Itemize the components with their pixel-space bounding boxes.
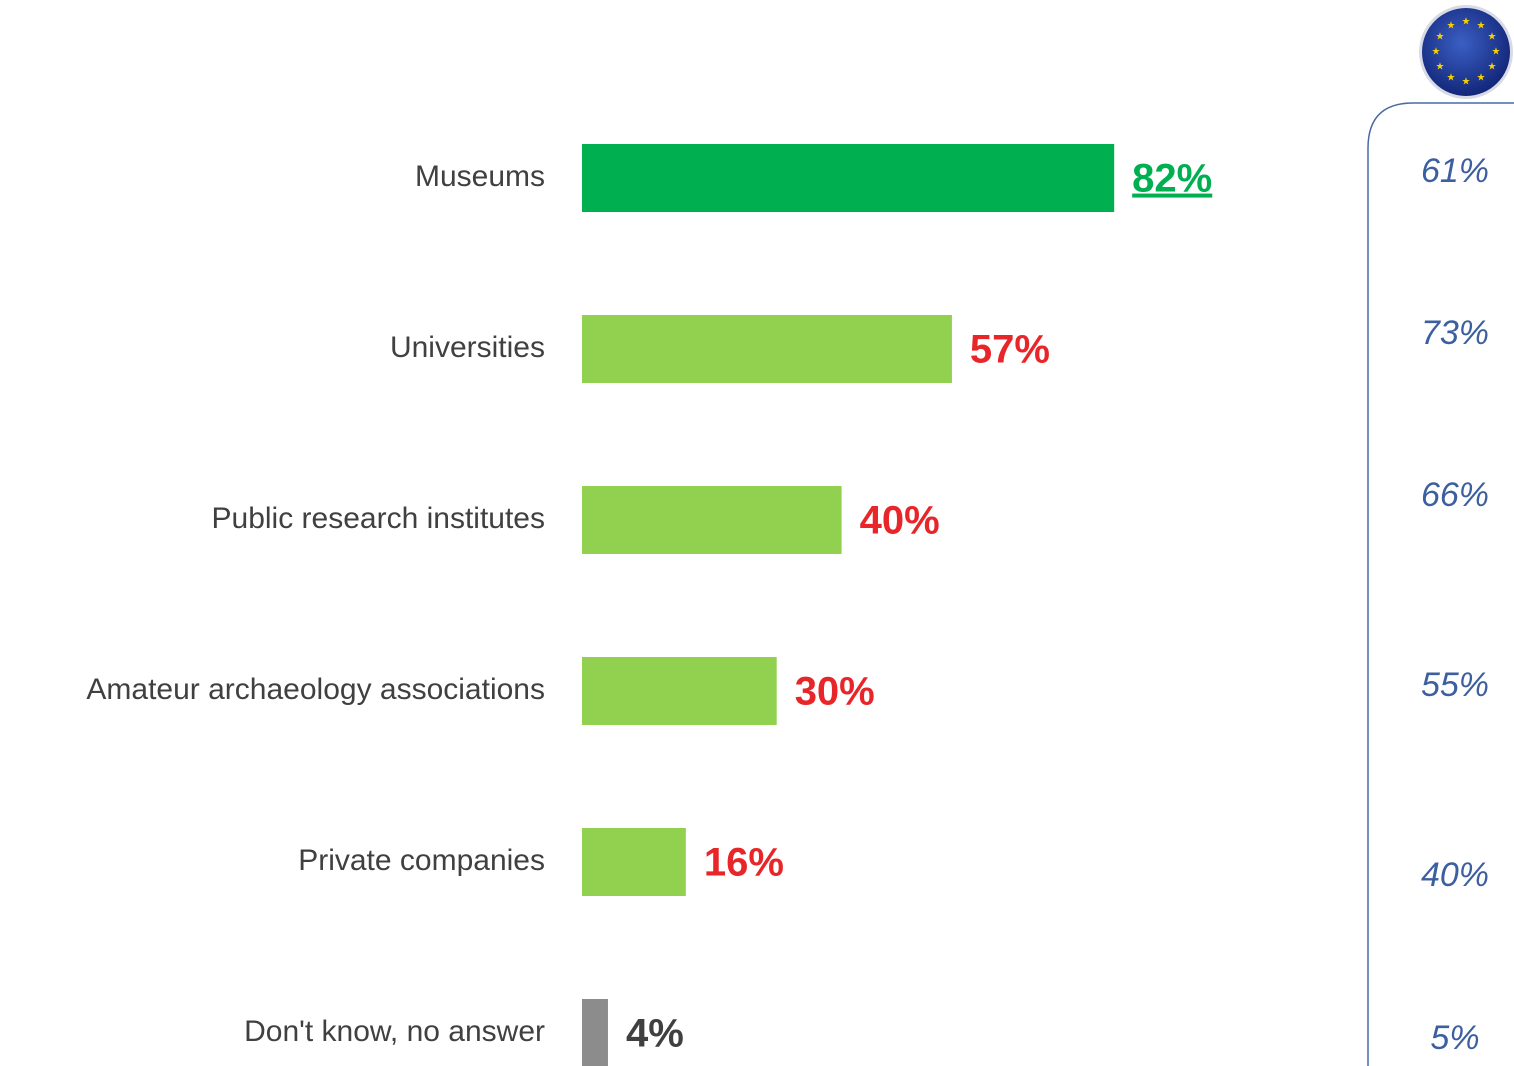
value-label: 16% [704, 841, 784, 885]
value-label: 4% [626, 1012, 684, 1056]
bar [582, 999, 608, 1066]
category-label: Public research institutes [212, 502, 546, 535]
comparison-label: 5% [1430, 1019, 1479, 1057]
svg-text:★: ★ [1492, 47, 1501, 58]
bar [582, 486, 842, 554]
svg-text:★: ★ [1447, 21, 1456, 32]
bar [582, 828, 686, 896]
comparison-label: 66% [1421, 476, 1489, 514]
bar [582, 144, 1115, 212]
comparison-label: 61% [1421, 152, 1489, 190]
comparison-label: 73% [1421, 314, 1489, 352]
svg-text:★: ★ [1462, 77, 1471, 88]
eu-flag: ★ ★★ ★★★ ★★★ ★★★ [1419, 5, 1513, 99]
comparison-frame [1367, 102, 1514, 1066]
category-label: Universities [390, 331, 545, 364]
svg-text:★: ★ [1477, 21, 1486, 32]
svg-text:★: ★ [1436, 32, 1445, 43]
comparison-label: 40% [1421, 856, 1489, 894]
category-label: Museums [415, 160, 545, 193]
bar [582, 315, 952, 383]
bar [582, 657, 777, 725]
svg-text:★: ★ [1432, 47, 1441, 58]
svg-text:★: ★ [1477, 73, 1486, 84]
svg-text:★: ★ [1462, 17, 1471, 28]
value-label: 40% [860, 499, 940, 543]
svg-text:★: ★ [1488, 62, 1497, 73]
category-label: Private companies [298, 844, 545, 877]
svg-text:★: ★ [1488, 32, 1497, 43]
value-label: 30% [795, 670, 875, 714]
svg-text:★: ★ [1447, 73, 1456, 84]
category-label: Don't know, no answer [244, 1015, 545, 1048]
value-label: 57% [970, 328, 1050, 372]
comparison-label: 55% [1421, 666, 1489, 704]
svg-text:★: ★ [1436, 62, 1445, 73]
value-label: 82% [1132, 157, 1212, 201]
category-label: Amateur archaeology associations [86, 673, 545, 706]
